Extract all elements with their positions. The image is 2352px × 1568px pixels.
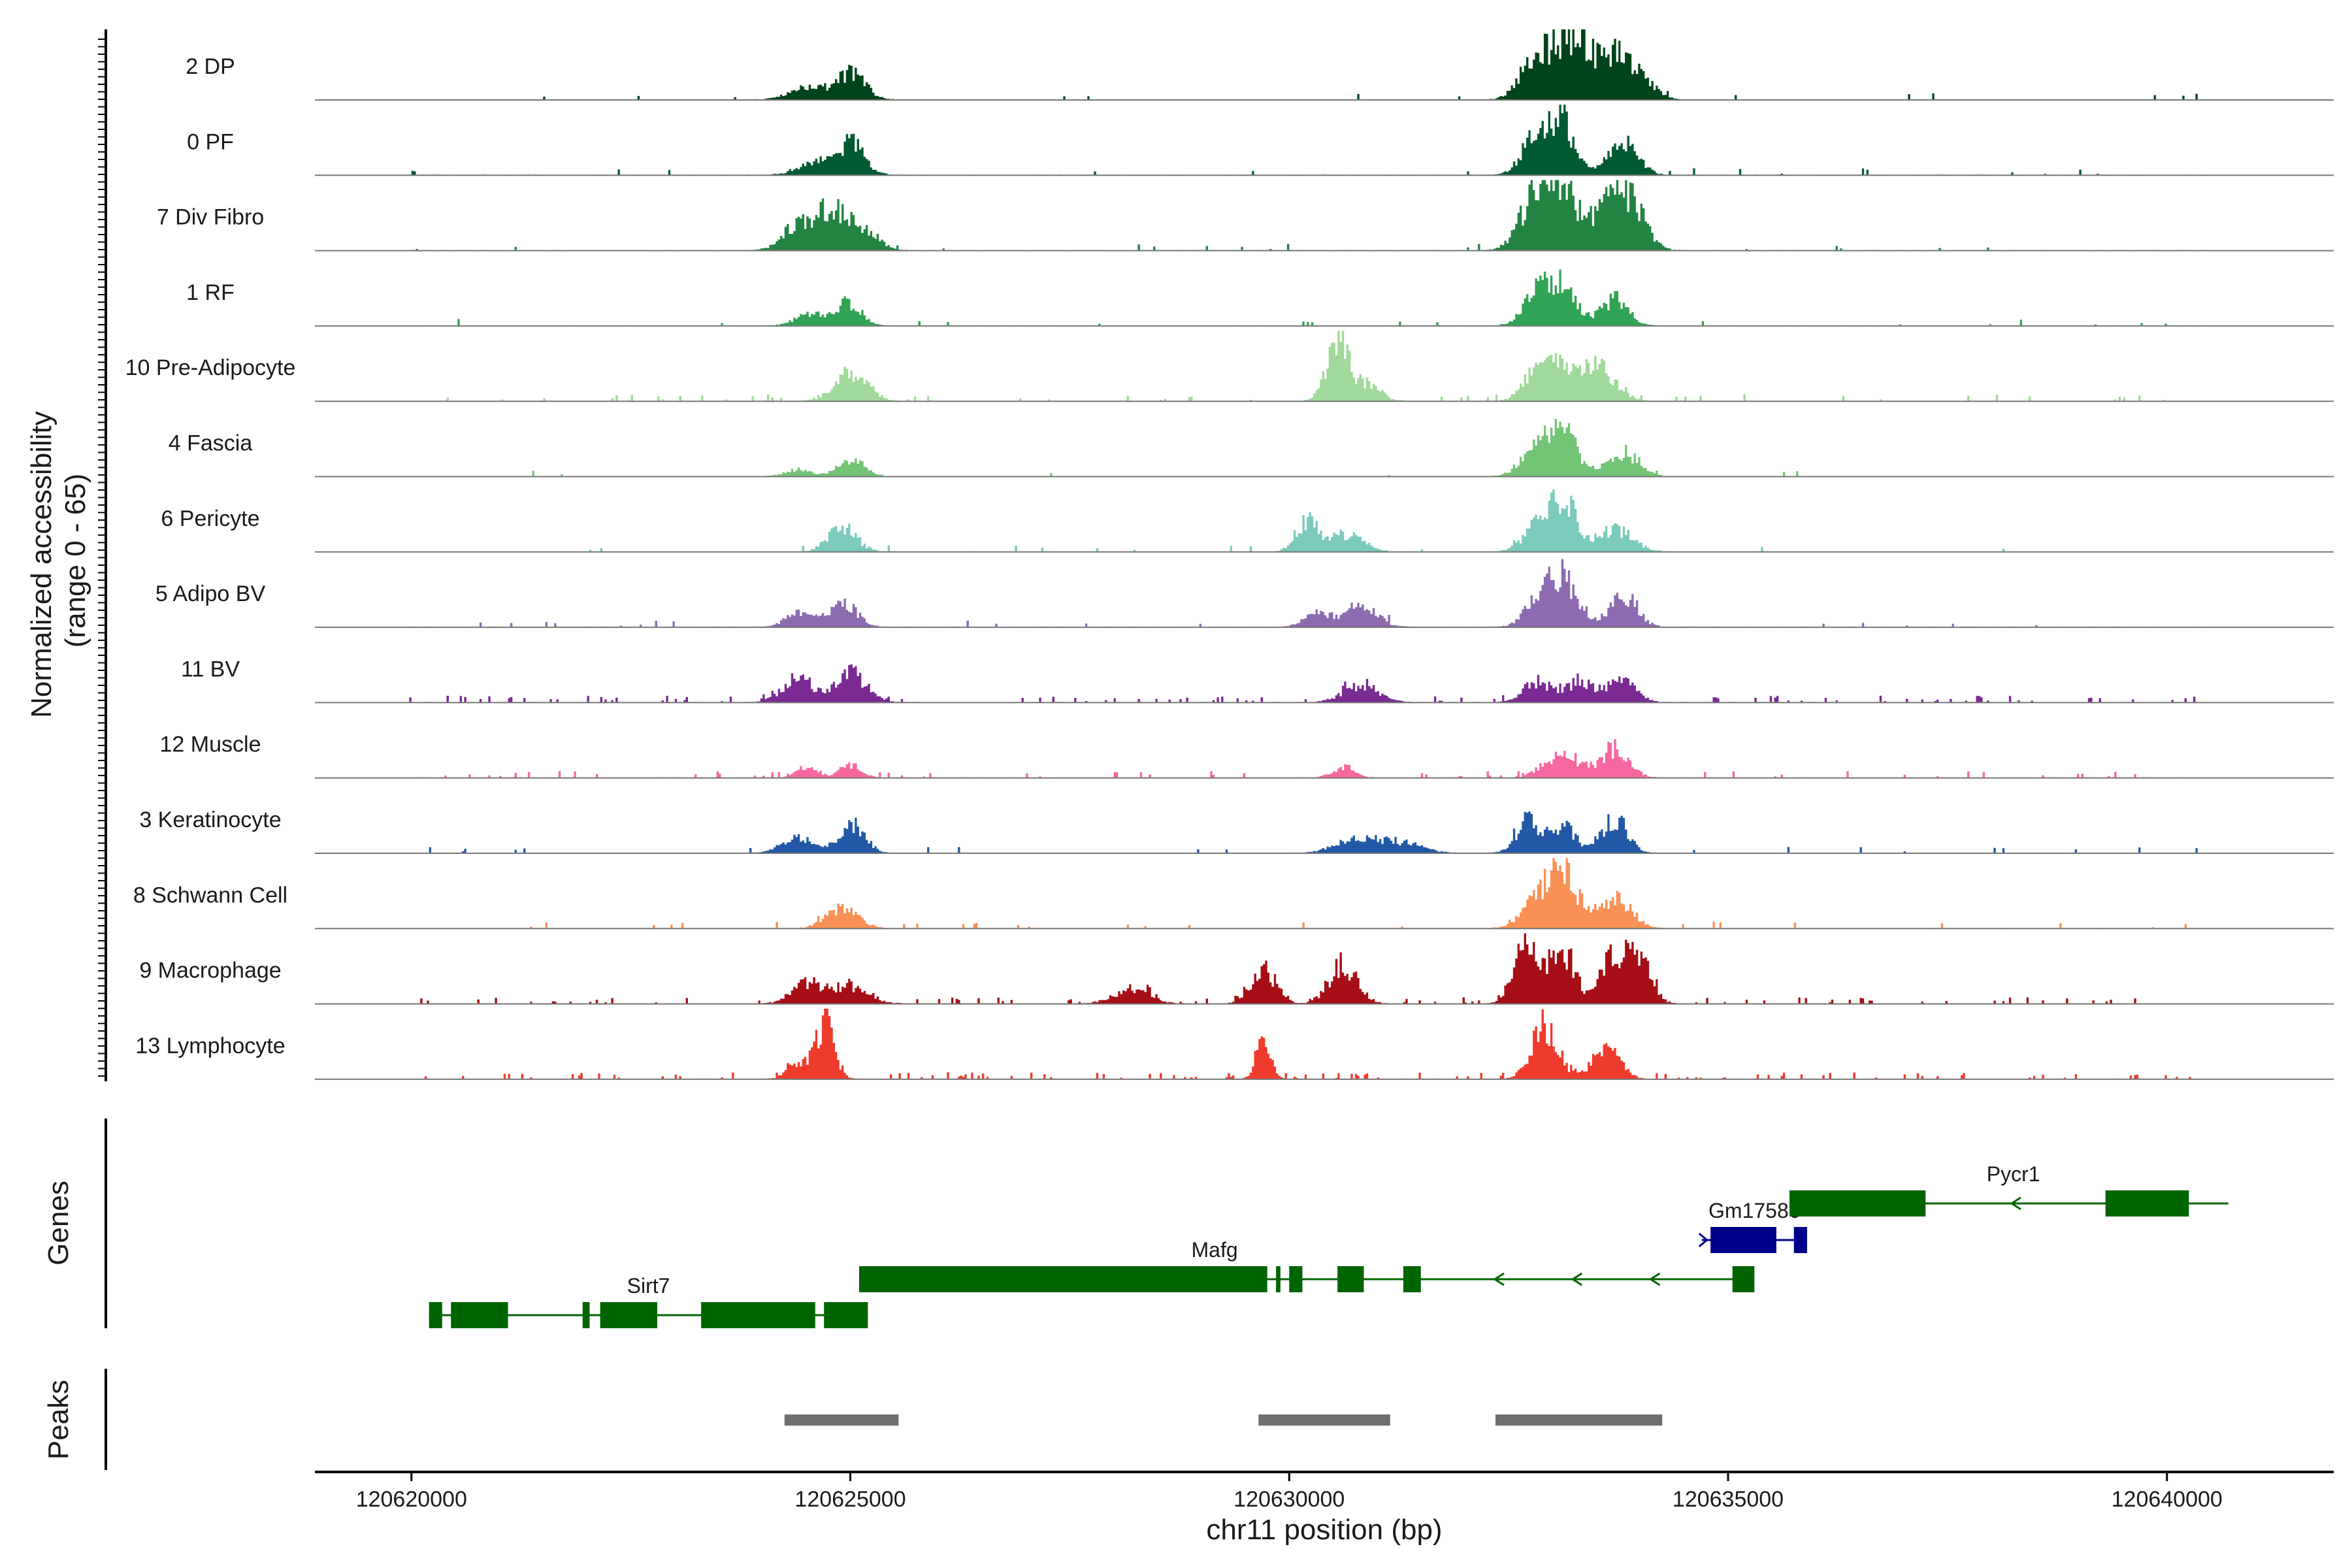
- track-5-adipo-bv: 5 Adipo BV: [155, 559, 2334, 629]
- track-label: 1 RF: [186, 280, 235, 305]
- strand-arrow: [1648, 1272, 1661, 1286]
- gene-mafg: Mafg: [858, 1238, 1755, 1292]
- strand-arrow: [2010, 1196, 2021, 1211]
- gene-pycr1: Pycr1: [1789, 1162, 2229, 1217]
- x-tick-label: 120620000: [356, 1487, 467, 1512]
- coverage-area: [407, 858, 2204, 929]
- track-label: 5 Adipo BV: [155, 581, 266, 606]
- gene-label: Pycr1: [1987, 1162, 2040, 1186]
- coverage-area: [407, 269, 2204, 326]
- track-label: 4 Fascia: [169, 431, 253, 456]
- track-label: 0 PF: [187, 129, 234, 154]
- gene-gm17586: Gm17586: [1698, 1199, 1807, 1253]
- track-11-bv: 11 BV: [181, 657, 2334, 704]
- track-label: 7 Div Fibro: [157, 205, 264, 230]
- coverage-area: [407, 29, 2204, 100]
- track-label: 11 BV: [181, 657, 240, 681]
- track-6-pericyte: 6 Pericyte: [161, 489, 2334, 553]
- peak-region: [784, 1414, 899, 1426]
- genes-panel-label: Genes: [42, 1181, 74, 1266]
- gene-exon: [1793, 1227, 1807, 1253]
- gene-exon: [2105, 1190, 2189, 1217]
- track-label: 6 Pericyte: [161, 506, 259, 531]
- gene-exon: [451, 1302, 508, 1328]
- track-0-pf: 0 PF: [187, 105, 2334, 176]
- gene-exon: [1732, 1266, 1755, 1292]
- coverage-area: [407, 811, 2204, 853]
- x-axis-title: chr11 position (bp): [1206, 1514, 1442, 1546]
- coverage-area: [407, 180, 2204, 251]
- gene-exon: [1289, 1266, 1303, 1292]
- gene-sirt7: Sirt7: [429, 1274, 868, 1328]
- track-3-keratinocyte: 3 Keratinocyte: [139, 808, 2334, 854]
- x-tick-label: 120625000: [794, 1487, 906, 1512]
- track-label: 8 Schwann Cell: [133, 883, 287, 907]
- coverage-area: [407, 559, 2204, 628]
- gene-exon: [1789, 1190, 1926, 1217]
- y-axis-title-line-2: (range 0 - 65): [59, 474, 91, 648]
- y-axis: [98, 29, 107, 1081]
- peaks-track: [784, 1414, 1663, 1426]
- track-label: 12 Muscle: [160, 732, 261, 757]
- y-axis-title-line-1: Normalized accessibility: [25, 411, 57, 717]
- track-8-schwann-cell: 8 Schwann Cell: [133, 858, 2334, 930]
- gene-exon: [429, 1302, 442, 1328]
- gene-exon: [582, 1302, 590, 1328]
- track-4-fascia: 4 Fascia: [169, 419, 2334, 478]
- strand-arrow: [1493, 1272, 1505, 1286]
- gene-exon: [824, 1302, 868, 1328]
- y-axis-title: Normalized accessibility (range 0 - 65): [25, 403, 91, 718]
- strand-arrow: [1698, 1232, 1709, 1248]
- coverage-area: [407, 331, 2204, 402]
- track-9-macrophage: 9 Macrophage: [139, 933, 2334, 1005]
- track-label: 2 DP: [186, 54, 235, 79]
- coverage-area: [407, 664, 2204, 703]
- gene-exon: [701, 1302, 815, 1328]
- gene-exon: [858, 1266, 1267, 1292]
- track-label: 10 Pre-Adipocyte: [125, 355, 296, 380]
- gene-exon: [600, 1302, 657, 1328]
- gene-label: Sirt7: [627, 1274, 670, 1298]
- gene-label: Mafg: [1191, 1238, 1237, 1262]
- x-axis-ticks: 120620000 120625000 120630000 120635000 1206…: [356, 1472, 2223, 1512]
- gene-exon: [1710, 1227, 1776, 1253]
- peak-region: [1258, 1414, 1390, 1426]
- track-label: 13 Lymphocyte: [135, 1034, 285, 1058]
- peak-region: [1495, 1414, 1663, 1426]
- track-7-div-fibro: 7 Div Fibro: [157, 180, 2334, 252]
- track-10-pre-adipocyte: 10 Pre-Adipocyte: [125, 331, 2334, 402]
- peaks-panel-label: Peaks: [42, 1380, 74, 1460]
- coverage-tracks: 2 DP 0 PF 7 Div Fibro 1 RF 10 Pre-Adipocyte 4…: [125, 29, 2334, 1080]
- track-1-rf: 1 RF: [186, 269, 2334, 327]
- x-tick-label: 120640000: [2112, 1487, 2223, 1512]
- coverage-area: [407, 933, 2204, 1004]
- strand-arrow: [1571, 1272, 1583, 1286]
- coverage-area: [407, 489, 2204, 552]
- gene-exon: [1337, 1266, 1364, 1292]
- track-label: 9 Macrophage: [139, 958, 281, 983]
- x-tick-label: 120630000: [1233, 1487, 1345, 1512]
- x-tick-label: 120635000: [1673, 1487, 1784, 1512]
- coverage-area: [407, 739, 2204, 778]
- track-12-muscle: 12 Muscle: [160, 732, 2334, 779]
- coverage-area: [407, 419, 2204, 477]
- genes-track: Sirt7 Mafg Gm17586 Pycr1: [429, 1162, 2229, 1328]
- track-2-dp: 2 DP: [186, 29, 2334, 101]
- coverage-area: [407, 105, 2204, 176]
- gene-exon: [1276, 1266, 1281, 1292]
- coverage-area: [407, 1008, 2204, 1079]
- gene-exon: [1403, 1266, 1421, 1292]
- gene-label: Gm17586: [1708, 1199, 1801, 1222]
- track-label: 3 Keratinocyte: [139, 808, 281, 832]
- track-13-lymphocyte: 13 Lymphocyte: [135, 1008, 2334, 1080]
